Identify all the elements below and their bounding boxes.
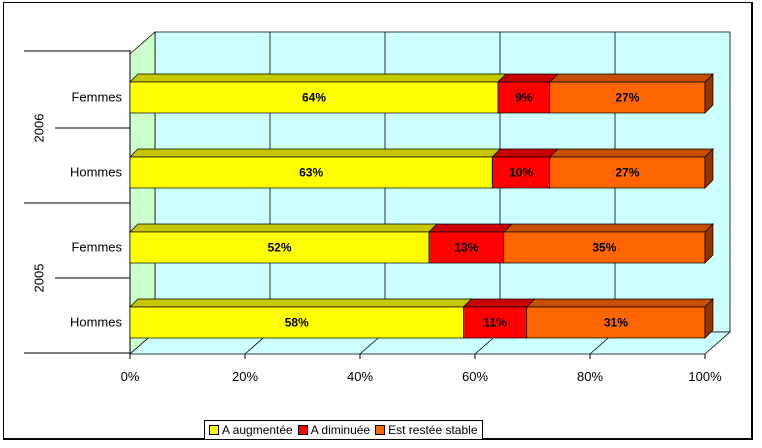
bar-segment xyxy=(129,81,499,114)
data-label: 13% xyxy=(454,241,478,255)
legend-label: A augmentée xyxy=(222,423,293,437)
bar-side-face xyxy=(704,148,714,189)
bar-segment xyxy=(497,81,551,114)
category-label: Femmes xyxy=(71,90,122,105)
data-label: 58% xyxy=(285,316,309,330)
bar-top-face xyxy=(462,298,536,308)
group-label: 2006 xyxy=(31,114,46,143)
group-label: 2005 xyxy=(31,264,46,293)
data-label: 64% xyxy=(302,91,326,105)
legend-label: A diminuée xyxy=(310,423,371,437)
legend: A augmentée A diminuée Est restée stable xyxy=(204,420,483,440)
data-label: 27% xyxy=(615,91,639,105)
data-label: 63% xyxy=(299,166,323,180)
legend-swatch xyxy=(209,425,219,435)
bar-top-face xyxy=(548,148,714,158)
data-label: 9% xyxy=(515,91,533,105)
x-tick-label: 100% xyxy=(688,369,722,384)
data-label: 27% xyxy=(615,166,639,180)
legend-swatch xyxy=(297,425,308,435)
bar-side-face xyxy=(704,223,714,264)
bar-top-face xyxy=(129,298,473,308)
bar-top-face xyxy=(548,73,714,83)
legend-swatch xyxy=(375,425,386,435)
x-tick-label: 60% xyxy=(462,369,488,384)
bar-top-face xyxy=(525,298,714,308)
data-label: 10% xyxy=(509,166,533,180)
bar-segment xyxy=(129,306,464,339)
bar-top-face xyxy=(129,73,507,83)
bar-segment xyxy=(503,231,706,264)
data-label: 52% xyxy=(267,241,291,255)
x-tick-label: 0% xyxy=(121,369,140,384)
bar-side-face xyxy=(704,73,714,114)
bar-segment xyxy=(526,306,706,339)
x-tick-label: 20% xyxy=(232,369,258,384)
bar-top-face xyxy=(428,223,513,233)
category-label: Femmes xyxy=(71,240,122,255)
bar-top-face xyxy=(491,148,559,158)
bar-segment xyxy=(491,156,551,189)
bar-side-face xyxy=(704,298,714,339)
bar-segment xyxy=(428,231,505,264)
bar-segment xyxy=(129,231,430,264)
bar-segment xyxy=(129,156,493,189)
x-tick-label: 80% xyxy=(577,369,603,384)
data-label: 31% xyxy=(604,316,628,330)
legend-label: Est restée stable xyxy=(388,423,478,437)
bar-segment xyxy=(549,81,706,114)
bar-top-face xyxy=(129,223,438,233)
data-label: 35% xyxy=(592,241,616,255)
legend-item: A diminuée xyxy=(297,423,371,437)
data-label: 11% xyxy=(483,316,507,330)
bar-segment xyxy=(463,306,528,339)
bar-top-face xyxy=(129,148,502,158)
x-tick-label: 40% xyxy=(347,369,373,384)
legend-item: A augmentée xyxy=(209,423,293,437)
category-label: Hommes xyxy=(70,315,123,330)
bar-top-face xyxy=(497,73,559,83)
category-label: Hommes xyxy=(70,165,123,180)
legend-item: Est restée stable xyxy=(375,423,478,437)
bar-top-face xyxy=(502,223,714,233)
